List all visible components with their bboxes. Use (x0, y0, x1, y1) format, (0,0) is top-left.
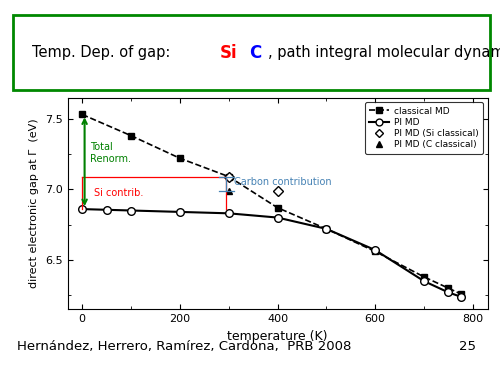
classical MD (446, 286, 452, 290)
PI MD (458, 294, 464, 299)
PI MD (128, 208, 134, 213)
Text: Temp. Dep. of gap:: Temp. Dep. of gap: (32, 45, 174, 60)
classical MD (274, 206, 280, 210)
PI MD (446, 290, 452, 295)
classical MD (128, 134, 134, 138)
classical MD (226, 174, 232, 179)
Text: Si contrib.: Si contrib. (94, 188, 144, 198)
PI MD (226, 211, 232, 216)
Y-axis label: direct electronic gap at Γ  (eV): direct electronic gap at Γ (eV) (30, 118, 40, 288)
Text: , path integral molecular dynamics: , path integral molecular dynamics (268, 45, 500, 60)
classical MD (372, 249, 378, 254)
Text: Total
Renorm.: Total Renorm. (90, 142, 132, 164)
PI MD (372, 248, 378, 252)
classical MD (177, 156, 183, 160)
Line: PI MD (Si classical): PI MD (Si classical) (225, 173, 281, 194)
FancyBboxPatch shape (12, 15, 490, 90)
PI MD (79, 207, 85, 212)
Text: Carbon contribution: Carbon contribution (234, 177, 331, 186)
PI MD (Si classical) (226, 174, 232, 179)
Text: Si: Si (220, 44, 238, 62)
PI MD (274, 215, 280, 220)
Text: 25: 25 (458, 340, 475, 353)
X-axis label: temperature (K): temperature (K) (227, 330, 328, 343)
PI MD (324, 226, 330, 231)
PI MD (177, 210, 183, 214)
Legend: classical MD, PI MD, PI MD (Si classical), PI MD (C classical): classical MD, PI MD, PI MD (Si classical… (365, 102, 483, 154)
classical MD (324, 226, 330, 231)
classical MD (79, 112, 85, 117)
PI MD (Si classical) (274, 189, 280, 193)
Text: Hernández, Herrero, Ramírez, Cardona,  PRB 2008: Hernández, Herrero, Ramírez, Cardona, PR… (18, 340, 351, 353)
Line: PI MD: PI MD (78, 205, 464, 300)
PI MD (421, 279, 427, 284)
Text: C: C (249, 44, 261, 62)
PI MD (104, 207, 110, 212)
classical MD (458, 292, 464, 296)
classical MD (421, 274, 427, 279)
Line: classical MD: classical MD (79, 111, 464, 297)
